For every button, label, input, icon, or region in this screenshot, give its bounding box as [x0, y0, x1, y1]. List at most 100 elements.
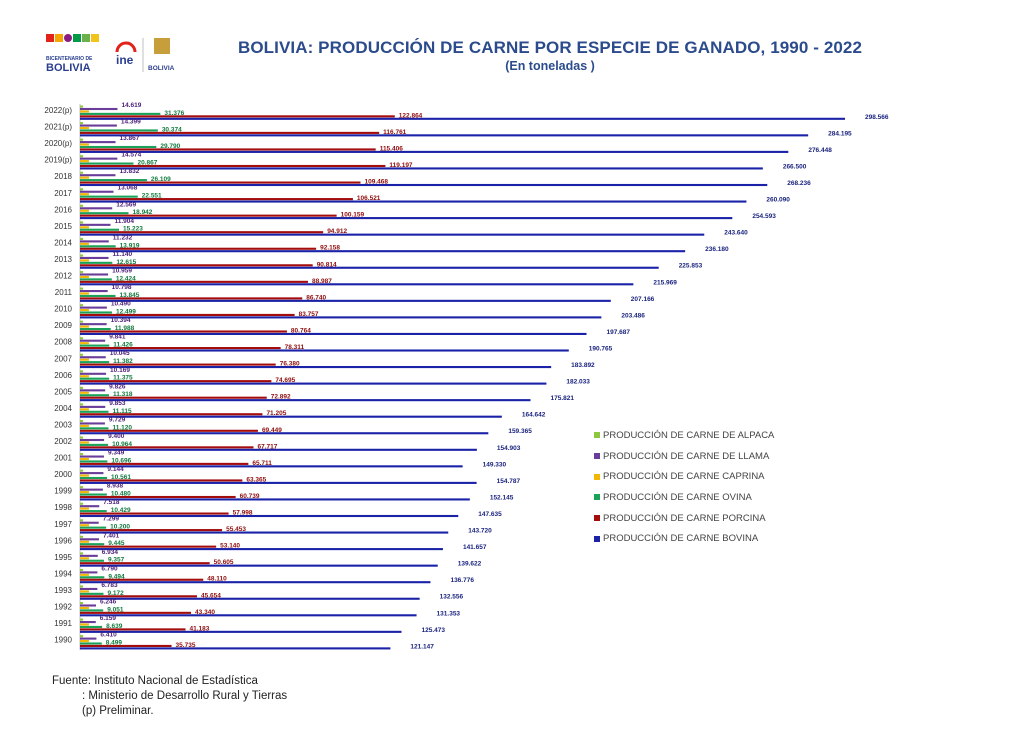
bar-ovina	[80, 228, 120, 231]
bar-llama	[80, 306, 107, 309]
data-label-bovina: 175.821	[550, 395, 574, 402]
bar-ovina	[80, 245, 116, 248]
bar-bovina	[80, 498, 470, 501]
y-tick-label: 2019(p)	[44, 156, 72, 165]
data-label-ovina: 10.480	[111, 491, 131, 498]
bar-caprina	[80, 358, 89, 361]
data-label-bovina: 164.642	[522, 412, 546, 419]
data-label-porcina: 76.380	[280, 361, 300, 368]
data-label-porcina: 86.740	[306, 294, 326, 301]
bar-caprina	[80, 143, 89, 146]
bar-llama	[80, 240, 109, 243]
header-logos: BICENTENARIO DE BOLIVIA ine BOLIVIA	[46, 34, 175, 74]
bicentenario-small-text: BICENTENARIO DE	[46, 56, 93, 62]
bar-bovina	[80, 299, 611, 302]
data-label-ovina: 11.115	[112, 408, 132, 415]
bar-ovina	[80, 642, 102, 645]
bar-porcina	[80, 578, 204, 581]
data-label-llama: 9.349	[108, 450, 125, 457]
bar-llama	[80, 538, 99, 541]
bar-llama	[80, 521, 99, 524]
bar-porcina	[80, 529, 223, 532]
bar-alpaca	[80, 221, 84, 224]
data-label-ovina: 31.376	[164, 110, 184, 117]
bar-alpaca	[80, 469, 84, 472]
bar-caprina	[80, 292, 89, 295]
data-label-porcina: 35.735	[176, 642, 196, 649]
bar-ovina	[80, 129, 158, 132]
data-label-ovina: 9.172	[108, 590, 125, 597]
bar-ovina	[80, 195, 138, 198]
data-label-ovina: 20.867	[137, 160, 157, 167]
bar-bovina	[80, 200, 747, 203]
bar-caprina	[80, 507, 89, 510]
data-label-porcina: 53.140	[220, 543, 240, 550]
data-label-ovina: 11.988	[115, 325, 135, 332]
bar-alpaca	[80, 204, 84, 207]
data-label-ovina: 9.445	[108, 540, 125, 547]
bar-caprina	[80, 424, 89, 427]
bar-porcina	[80, 611, 192, 614]
bar-ovina	[80, 179, 147, 182]
bar-ovina	[80, 311, 113, 314]
data-label-bovina: 260.090	[766, 197, 790, 204]
bar-ovina	[80, 460, 108, 463]
bar-ovina	[80, 543, 105, 546]
y-tick-label: 1999	[54, 487, 72, 496]
data-label-bovina: 236.180	[705, 246, 729, 253]
legend-item-caprina: PRODUCCIÓN DE CARNE CAPRINA	[594, 466, 774, 487]
data-label-porcina: 69.449	[262, 427, 282, 434]
data-label-bovina: 154.903	[497, 445, 521, 452]
data-label-llama: 11.904	[115, 218, 135, 225]
data-label-bovina: 121.147	[410, 643, 434, 650]
bar-llama	[80, 637, 97, 640]
y-tick-label: 2001	[54, 454, 72, 463]
y-tick-label: 2013	[54, 255, 72, 264]
data-label-ovina: 15.223	[123, 226, 143, 233]
bar-bovina	[80, 581, 431, 584]
y-tick-label: 1993	[54, 586, 72, 595]
data-label-ovina: 12.615	[116, 259, 136, 266]
bar-alpaca	[80, 155, 84, 158]
data-label-bovina: 147.635	[478, 511, 502, 518]
bar-porcina	[80, 413, 263, 416]
bar-llama	[80, 124, 117, 127]
y-tick-label: 2008	[54, 338, 72, 347]
page-title: BOLIVIA: PRODUCCIÓN DE CARNE POR ESPECIE…	[237, 38, 863, 57]
bar-ovina	[80, 377, 110, 380]
y-tick-label: 2009	[54, 321, 72, 330]
bar-caprina	[80, 524, 89, 527]
bar-caprina	[80, 126, 89, 130]
data-label-llama: 7.299	[103, 516, 120, 523]
bar-ovina	[80, 443, 109, 446]
data-label-llama: 10.394	[111, 317, 131, 324]
data-label-bovina: 125.473	[421, 627, 445, 634]
data-label-bovina: 203.486	[621, 312, 645, 319]
data-label-llama: 14.399	[121, 119, 141, 126]
data-label-ovina: 26.109	[151, 176, 171, 183]
data-label-ovina: 12.424	[116, 275, 136, 282]
y-tick-label: 2006	[54, 371, 72, 380]
bar-alpaca	[80, 585, 84, 588]
data-label-llama: 11.232	[113, 234, 133, 241]
legend-label-porcina: PRODUCCIÓN DE CARNE PORCINA	[603, 512, 766, 524]
bar-bovina	[80, 465, 463, 468]
data-label-ovina: 22.551	[142, 193, 162, 200]
data-label-ovina: 11.426	[113, 342, 133, 349]
bar-bovina	[80, 448, 477, 451]
data-label-bovina: 136.776	[450, 577, 474, 584]
bar-ovina	[80, 212, 129, 215]
data-label-bovina: 159.365	[508, 428, 532, 435]
bar-bovina	[80, 349, 569, 352]
data-label-llama: 8.938	[107, 483, 124, 490]
data-label-ovina: 10.429	[111, 507, 131, 514]
bar-porcina	[80, 131, 380, 134]
data-label-bovina: 190.765	[589, 345, 613, 352]
data-label-porcina: 74.695	[275, 377, 295, 384]
bar-ovina	[80, 344, 110, 347]
bar-porcina	[80, 313, 295, 316]
bar-llama	[80, 488, 103, 491]
bar-bovina	[80, 283, 634, 286]
legend-item-llama: PRODUCCIÓN DE CARNE DE LLAMA	[594, 446, 774, 467]
